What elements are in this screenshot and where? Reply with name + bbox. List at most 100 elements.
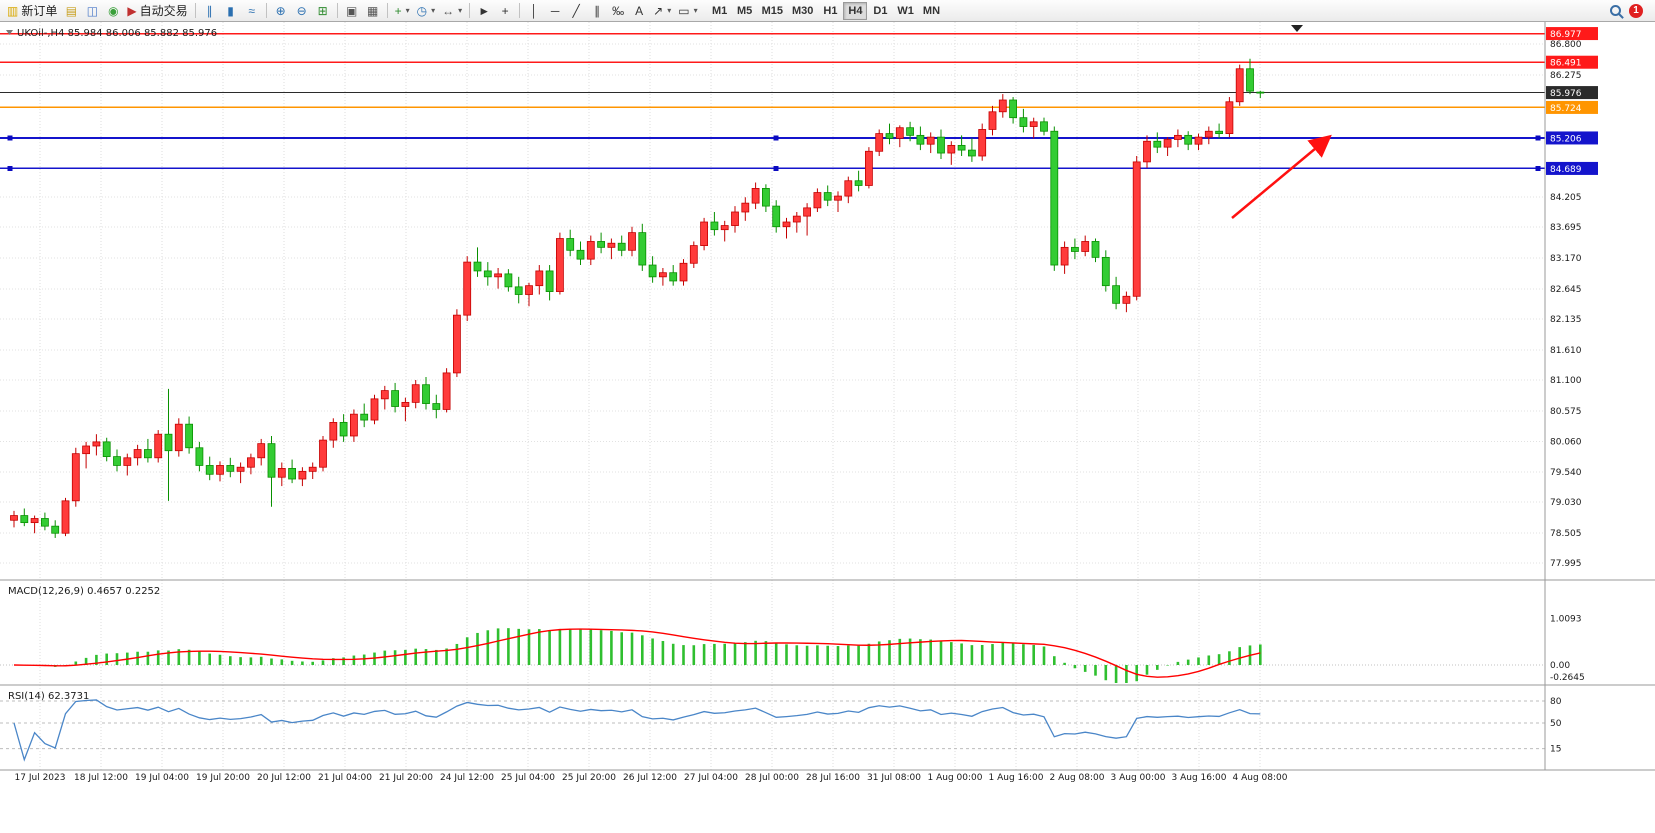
tile-windows-icon: ▣: [345, 3, 358, 18]
cascade-windows-button[interactable]: ▦: [363, 1, 383, 21]
time-axis-label: 28 Jul 16:00: [806, 773, 860, 783]
auto-scroll-button[interactable]: ◷ ▾: [414, 1, 439, 21]
crosshair-button[interactable]: +: [495, 1, 515, 21]
svg-text:50: 50: [1550, 719, 1562, 729]
chart-area: 17 Jul 2023 18 Jul 12:00 19 Jul 04:00 19 Ju…: [0, 22, 1655, 833]
support-line-85206-handle[interactable]: [773, 135, 779, 141]
notification-badge[interactable]: 1: [1629, 3, 1643, 18]
toolbar-divider: [519, 3, 521, 18]
support-line-84689-handle[interactable]: [1535, 165, 1541, 171]
grid-button[interactable]: ⊞: [313, 1, 333, 21]
symbol-marker-icon: [6, 30, 13, 35]
price-axis-label: 83.695: [1550, 223, 1582, 233]
timeframe-button-w1[interactable]: W1: [893, 2, 918, 20]
svg-text:1.0093: 1.0093: [1550, 614, 1582, 624]
shapes-button[interactable]: ▭ ▾: [675, 1, 700, 21]
new-chart-button[interactable]: + ▾: [392, 1, 413, 21]
price-axis-label: 78.505: [1550, 529, 1582, 539]
current-price-line-price-badge: [1546, 86, 1598, 100]
svg-text:85.976: 85.976: [1550, 89, 1582, 99]
text-button[interactable]: A: [629, 1, 649, 21]
time-axis-label: 27 Jul 04:00: [684, 773, 738, 783]
zoom-out-button[interactable]: ⊖: [292, 1, 312, 21]
time-axis-label: 4 Aug 08:00: [1233, 773, 1288, 783]
svg-text:80: 80: [1550, 697, 1562, 707]
tile-windows-button[interactable]: ▣: [342, 1, 362, 21]
market-watch-button[interactable]: ▤: [61, 1, 81, 21]
level-lines-layer[interactable]: [0, 32, 1545, 171]
cursor-icon: ►: [478, 3, 491, 18]
fibonacci-button[interactable]: ‰: [608, 1, 628, 21]
price-axis-label: 83.170: [1550, 254, 1582, 264]
timeframe-group: M1 M5 M15 M30 H1 H4 D1 W1 MN: [708, 1, 944, 20]
resistance-line-86977-price-badge: [1546, 27, 1598, 41]
support-line-84689-handle[interactable]: [773, 165, 779, 171]
trendline-button[interactable]: ╱: [566, 1, 586, 21]
chart-shift-button[interactable]: ↔ ▾: [439, 1, 465, 21]
timeframe-button-h4[interactable]: H4: [843, 1, 868, 20]
auto-trading-button[interactable]: ▶ 自动交易: [124, 1, 190, 21]
chevron-down-icon: ▾: [458, 6, 463, 15]
timeframe-button-mn[interactable]: MN: [919, 2, 944, 20]
crosshair-icon: +: [501, 3, 509, 18]
bar-chart-type-button[interactable]: ∥: [200, 1, 220, 21]
terminal-button[interactable]: ◉: [103, 1, 123, 21]
new-order-button[interactable]: ▥ 新订单: [4, 1, 60, 21]
timeframe-button-d1[interactable]: D1: [868, 2, 892, 20]
time-axis-label: 19 Jul 04:00: [135, 773, 189, 783]
timeframe-button-h1[interactable]: H1: [818, 2, 842, 20]
time-axis-label: 1 Aug 16:00: [989, 773, 1044, 783]
price-axis-label: 86.275: [1550, 71, 1582, 81]
line-chart-type-icon: ≈: [248, 3, 255, 18]
toolbar-divider: [336, 3, 338, 18]
zoom-in-button[interactable]: ⊕: [271, 1, 291, 21]
time-axis-label: 21 Jul 20:00: [379, 773, 433, 783]
annotation-layer[interactable]: [1231, 25, 1332, 219]
horizontal-line-icon: ─: [550, 3, 560, 18]
time-axis-label: 3 Aug 16:00: [1172, 773, 1227, 783]
chart-shift-icon: ↔: [442, 3, 455, 18]
price-axis-label: 77.995: [1550, 559, 1582, 569]
toolbar-buttons: ▥ 新订单 ▤ ◫ ◉ ▶ 自动交易 ∥ ▮ ≈ ⊕ ⊖ ⊞ ▣ ▦ + ▾ ◷ ▾ ↔ ▾ ► + │ ─ ╱ ∥ ‰ A ↗ ▾ ▭ ▾: [4, 1, 701, 21]
price-chart-canvas[interactable]: 17 Jul 2023 18 Jul 12:00 19 Jul 04:00 19 Ju…: [0, 22, 1655, 833]
time-axis-label: 20 Jul 12:00: [257, 773, 311, 783]
time-axis-label: 26 Jul 12:00: [623, 773, 677, 783]
support-line-84689-handle[interactable]: [7, 165, 13, 171]
candlestick-type-button[interactable]: ▮: [221, 1, 241, 21]
support-line-85206-handle[interactable]: [1535, 135, 1541, 141]
navigator-button[interactable]: ◫: [82, 1, 102, 21]
timeframe-button-m5[interactable]: M5: [733, 2, 757, 20]
arrows-button[interactable]: ↗ ▾: [650, 1, 674, 21]
navigator-icon: ◫: [86, 3, 99, 18]
chevron-down-icon: ▾: [667, 6, 672, 15]
cursor-button[interactable]: ►: [474, 1, 494, 21]
search-icon[interactable]: [1610, 5, 1621, 16]
channel-button[interactable]: ∥: [587, 1, 607, 21]
svg-text:0.00: 0.00: [1550, 661, 1570, 671]
toolbar-divider: [386, 3, 388, 18]
timeframe-button-m1[interactable]: M1: [708, 2, 732, 20]
chart-shift-marker[interactable]: [1291, 25, 1303, 32]
timeframe-button-m30[interactable]: M30: [788, 2, 817, 20]
cascade-windows-icon: ▦: [366, 3, 379, 18]
auto-scroll-icon: ◷: [416, 3, 428, 18]
price-axis-label: 86.800: [1550, 40, 1582, 50]
bar-chart-type-icon: ∥: [206, 3, 213, 18]
arrows-icon: ↗: [653, 3, 664, 18]
time-axis-label: 18 Jul 12:00: [74, 773, 128, 783]
price-axis: 17 Jul 2023 18 Jul 12:00 19 Jul 04:00 19 Ju…: [0, 22, 1655, 783]
vertical-line-button[interactable]: │: [524, 1, 544, 21]
toolbar-divider: [194, 3, 196, 18]
line-chart-type-button[interactable]: ≈: [242, 1, 262, 21]
trendline-icon: ╱: [572, 3, 580, 18]
toolbar-divider: [469, 3, 471, 18]
price-axis-label: 82.645: [1550, 285, 1582, 295]
horizontal-line-button[interactable]: ─: [545, 1, 565, 21]
time-axis-label: 28 Jul 00:00: [745, 773, 799, 783]
macd-label: MACD(12,26,9) 0.4657 0.2252: [8, 586, 160, 597]
trend-arrow-annotation[interactable]: [1231, 134, 1332, 219]
timeframe-button-m15[interactable]: M15: [758, 2, 787, 20]
terminal-icon: ◉: [108, 3, 119, 18]
support-line-85206-handle[interactable]: [7, 135, 13, 141]
svg-text:86.491: 86.491: [1550, 59, 1582, 69]
